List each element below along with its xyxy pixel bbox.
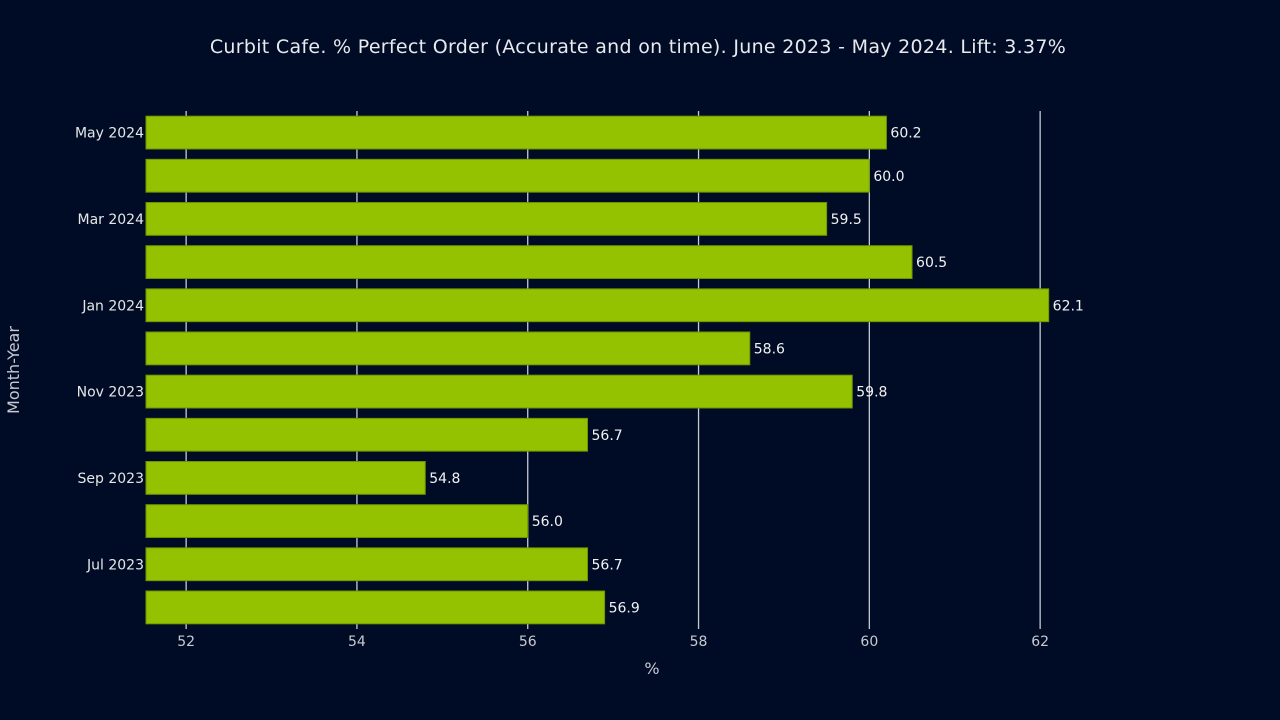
bar [145, 331, 751, 366]
bar-value-label: 59.8 [856, 385, 887, 401]
bar-value-label: 54.8 [429, 471, 460, 487]
x-axis-title: % [644, 659, 659, 678]
y-tick-label: Jul 2023 [86, 557, 144, 573]
bar-value-label: 56.7 [592, 557, 623, 573]
bar [145, 202, 828, 236]
bar-value-label: 60.5 [916, 255, 947, 271]
y-axis-ticks: Jul 2023 Sep 2023 Nov 2023 Jan 2024 Mar 2024… [75, 126, 144, 574]
bar [145, 547, 589, 582]
y-tick-label: Nov 2023 [77, 385, 144, 401]
y-tick-label: May 2024 [75, 126, 144, 142]
y-tick-label: Mar 2024 [78, 212, 145, 228]
bar-value-label: 59.5 [831, 212, 862, 228]
y-tick-label: Sep 2023 [78, 471, 144, 487]
x-tick-label: 58 [690, 634, 708, 650]
x-tick-label: 62 [1031, 634, 1049, 650]
chart-title: Curbit Cafe. % Perfect Order (Accurate a… [209, 36, 1067, 58]
bar [145, 245, 913, 279]
bar-value-label: 58.6 [754, 341, 785, 357]
bar-value-labels: 56.9 56.7 56.0 54.8 56.7 59.8 58.6 62.1 60.5 59.5… [429, 126, 1084, 617]
bar [145, 374, 853, 409]
bar [145, 288, 1050, 323]
x-tick-label: 60 [860, 634, 878, 650]
bar [145, 158, 870, 193]
x-axis-ticks: 52 54 56 58 60 62 [177, 634, 1049, 650]
x-tick-label: 52 [177, 634, 195, 650]
y-tick-label: Jan 2024 [81, 298, 144, 314]
x-tick-label: 56 [519, 634, 537, 650]
y-axis-title: Month-Year [4, 326, 23, 414]
bar-value-label: 56.0 [532, 514, 563, 530]
bars [145, 115, 1050, 625]
bar-value-label: 56.7 [592, 428, 623, 444]
bar-value-label: 56.9 [609, 600, 640, 616]
gridlines [185, 111, 1041, 629]
bar [145, 461, 426, 495]
x-tick-label: 54 [348, 634, 366, 650]
bar-value-label: 60.0 [873, 169, 904, 185]
bar [145, 504, 529, 538]
bar-value-label: 60.2 [890, 126, 921, 142]
bar [145, 417, 589, 452]
bar-value-label: 62.1 [1053, 298, 1084, 314]
bar [145, 115, 887, 150]
bar [145, 590, 606, 625]
